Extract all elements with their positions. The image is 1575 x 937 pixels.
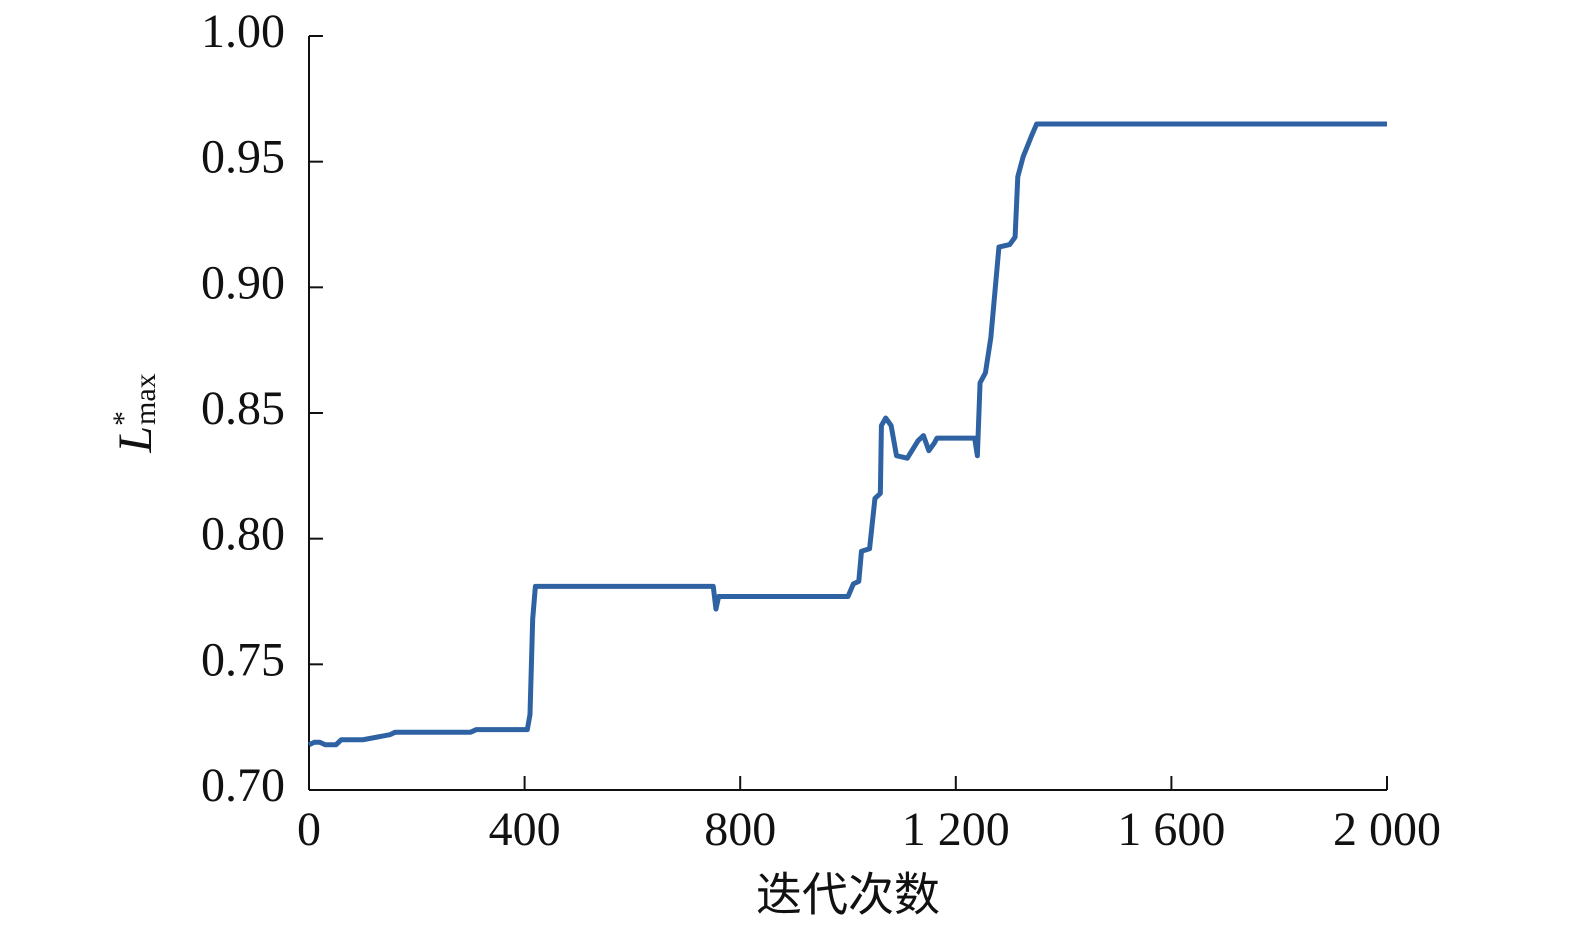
y-tick-label: 0.95 bbox=[201, 131, 285, 184]
y-tick-label: 0.90 bbox=[201, 256, 285, 309]
y-tick-label: 0.80 bbox=[201, 508, 285, 561]
x-axis-label: 迭代次数 bbox=[756, 868, 940, 922]
data-line bbox=[307, 121, 1387, 748]
x-tick-label: 800 bbox=[704, 803, 776, 856]
x-tick-label: 1 600 bbox=[1117, 803, 1225, 856]
y-tick-label: 0.70 bbox=[201, 759, 285, 812]
x-tick-label: 0 bbox=[297, 803, 321, 856]
x-tick-label: 1 200 bbox=[902, 803, 1010, 856]
y-tick-label: 0.75 bbox=[201, 633, 285, 686]
y-tick-label: 1.00 bbox=[201, 5, 285, 58]
x-tick-label: 2 000 bbox=[1333, 803, 1441, 856]
y-label-main: L bbox=[109, 426, 162, 454]
y-label-sup: * bbox=[107, 411, 140, 426]
y-label-sub: max bbox=[129, 373, 162, 425]
y-axis-label: L*max bbox=[107, 373, 162, 453]
x-tick-label: 400 bbox=[489, 803, 561, 856]
y-tick-label: 0.85 bbox=[201, 382, 285, 435]
